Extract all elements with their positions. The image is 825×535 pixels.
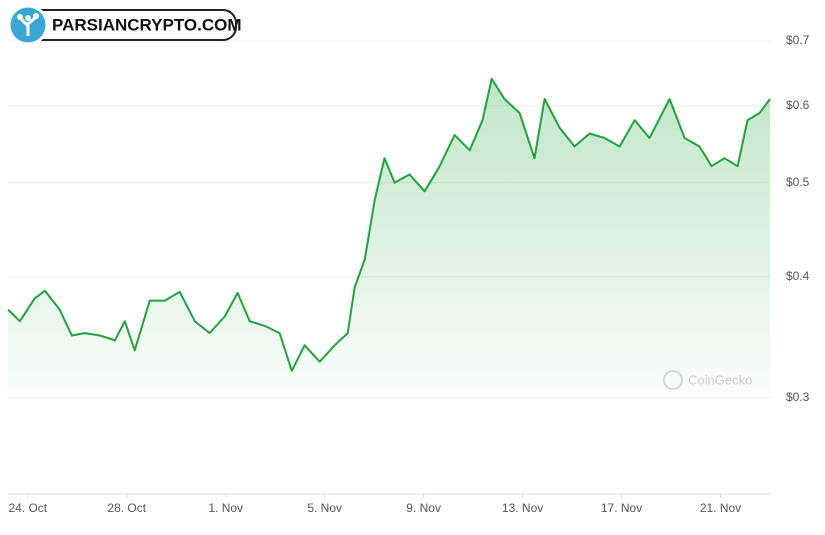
y-tick-label: $0.6 [786, 98, 810, 112]
watermark: PARSIANCRYPTO.COM [52, 15, 242, 34]
x-tick-label: 24. Oct [8, 501, 47, 515]
x-tick-label: 9. Nov [406, 501, 441, 515]
x-tick-label: 5. Nov [307, 501, 342, 515]
price-line [7, 77, 771, 372]
x-tick-label: 21. Nov [700, 501, 741, 515]
y-tick-label: $0.7 [786, 33, 810, 47]
logo: PARSIANCRYPTO.COM [7, 4, 242, 46]
y-tick-label: $0.3 [786, 390, 810, 404]
x-tick-label: 28. Oct [107, 501, 146, 515]
x-tick-label: 13. Nov [502, 501, 543, 515]
source: CoinGecko [688, 372, 752, 387]
y-tick-label: $0.4 [786, 269, 810, 283]
x-tick-label: 1. Nov [208, 501, 243, 515]
y-tick-label: $0.5 [786, 175, 810, 189]
x-tick-label: 17. Nov [601, 501, 642, 515]
source-badge: CoinGecko [663, 370, 752, 390]
price-area [8, 78, 770, 399]
